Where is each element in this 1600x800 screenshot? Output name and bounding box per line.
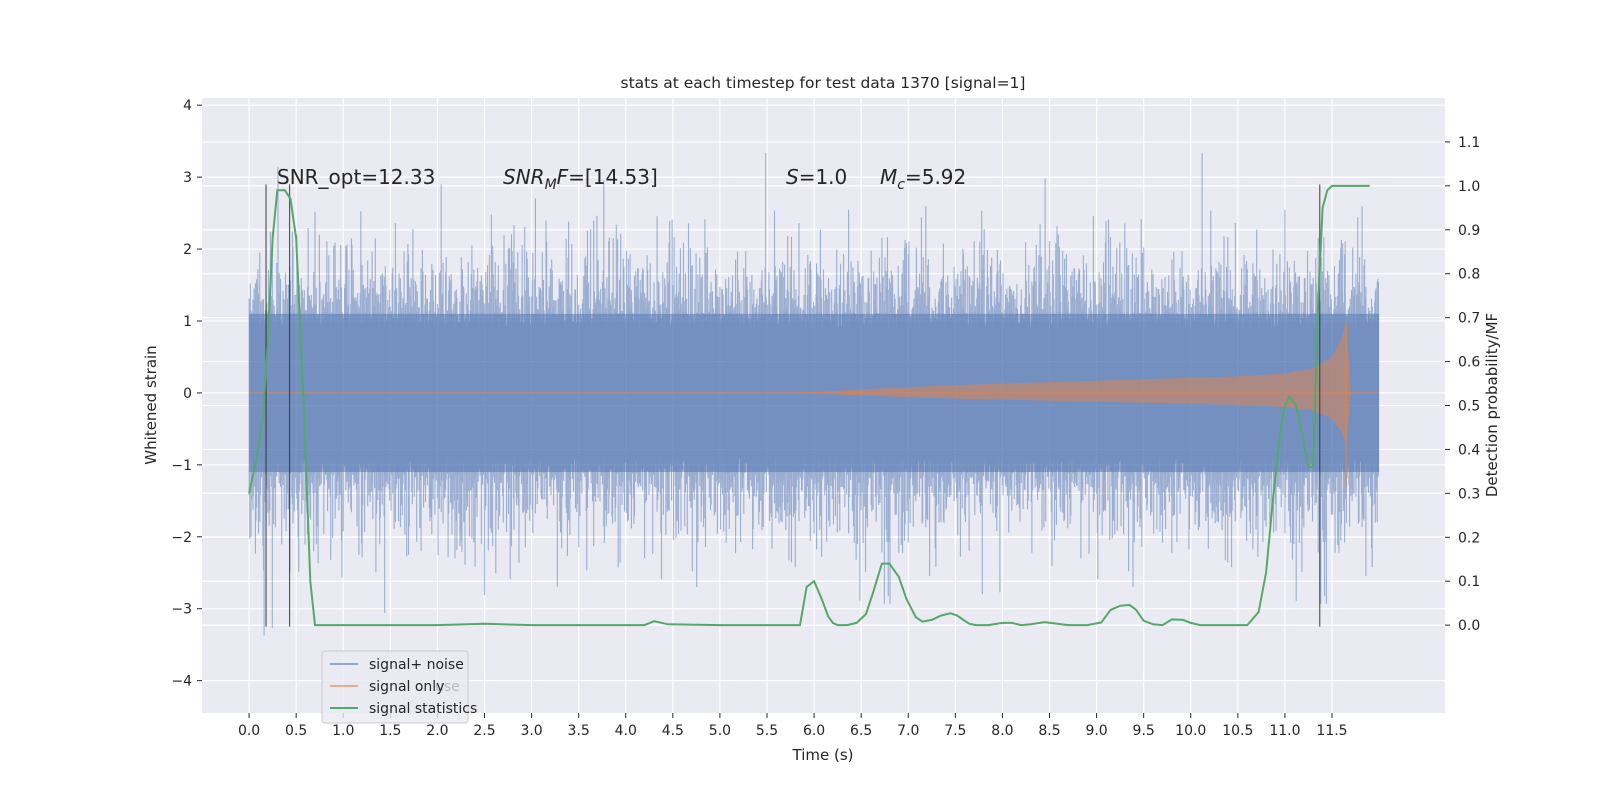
y-right-tick-label: 1.0 bbox=[1458, 179, 1480, 195]
x-axis-ticks: 0.0 0.5 1.0 1.5 2.0 2.5 3.0 3.5 4.0 4.5 5.0 5.5 6.0 6… bbox=[238, 713, 1348, 739]
annotation-snr-mf: SNRMF=[14.53] bbox=[503, 165, 658, 193]
x-tick-label: 9.0 bbox=[1085, 723, 1107, 739]
y-right-tick-label: 0.7 bbox=[1458, 311, 1480, 327]
series-signal-only bbox=[249, 320, 1380, 487]
x-tick-label: 8.0 bbox=[991, 723, 1013, 739]
y-right-tick-label: 0.2 bbox=[1458, 530, 1480, 546]
x-tick-label: 1.0 bbox=[332, 723, 354, 739]
annotation-s: S=1.0 bbox=[786, 165, 847, 189]
y-left-tick-label: −4 bbox=[171, 674, 192, 690]
snr-mf-tail-f: F bbox=[557, 165, 569, 189]
mc-sub: c bbox=[897, 177, 905, 193]
y-left-tick-label: 1 bbox=[183, 314, 192, 330]
y-right-tick-label: 0.3 bbox=[1458, 486, 1480, 502]
s-tail: =1.0 bbox=[799, 165, 848, 189]
series-signal-statistics bbox=[248, 184, 1370, 627]
legend-label-signal: signal only bbox=[369, 679, 444, 695]
mc-main: M bbox=[880, 165, 897, 189]
y-right-tick-label: 0.0 bbox=[1458, 618, 1480, 634]
x-tick-label: 8.5 bbox=[1038, 723, 1060, 739]
x-tick-label: 10.0 bbox=[1175, 723, 1206, 739]
legend-label-noise: signal+ noise bbox=[369, 657, 464, 673]
x-tick-label: 10.5 bbox=[1222, 723, 1253, 739]
signal-envelope bbox=[249, 321, 1351, 445]
x-tick-label: 6.0 bbox=[803, 723, 825, 739]
y-left-tick-label: −1 bbox=[171, 458, 192, 474]
y-right-tick-label: 0.1 bbox=[1458, 574, 1480, 590]
x-tick-label: 5.5 bbox=[756, 723, 778, 739]
y-left-tick-label: 3 bbox=[183, 170, 192, 186]
x-tick-label: 0.5 bbox=[285, 723, 307, 739]
y-left-tick-label: −2 bbox=[171, 530, 192, 546]
legend-box bbox=[321, 650, 469, 724]
legend-label-stats: signal statistics bbox=[369, 701, 477, 717]
y-left-tick-label: 4 bbox=[183, 98, 192, 114]
x-axis-label: Time (s) bbox=[792, 746, 854, 764]
mc-tail: =5.92 bbox=[905, 165, 966, 189]
x-tick-label: 7.0 bbox=[897, 723, 919, 739]
y-right-tick-label: 1.1 bbox=[1458, 135, 1480, 151]
legend-overlap-text: use bbox=[435, 679, 460, 695]
y-right-tick-label: 0.4 bbox=[1458, 442, 1480, 458]
snr-mf-main: SNR bbox=[503, 165, 545, 189]
y-right-tick-label: 0.8 bbox=[1458, 267, 1480, 283]
x-tick-label: 2.0 bbox=[426, 723, 448, 739]
legend: use signal+ noise signal only signal sta… bbox=[321, 650, 477, 724]
s-main: S bbox=[786, 165, 799, 189]
y-left-axis-label: Whitened strain bbox=[142, 345, 160, 464]
x-tick-label: 5.0 bbox=[709, 723, 731, 739]
y-left-axis-ticks: 4 3 2 1 0 −1 −2 −3 −4 bbox=[171, 98, 202, 690]
x-tick-label: 11.5 bbox=[1316, 723, 1347, 739]
y-left-tick-label: 2 bbox=[183, 242, 192, 258]
x-tick-label: 4.5 bbox=[662, 723, 684, 739]
y-left-tick-label: −3 bbox=[171, 602, 192, 618]
x-tick-label: 7.5 bbox=[944, 723, 966, 739]
y-right-axis-ticks: 1.1 1.0 0.9 0.8 0.7 0.6 0.5 0.4 0.3 0.2 0.1 0.0 bbox=[1445, 135, 1480, 634]
statistics-line bbox=[248, 184, 1370, 627]
x-tick-label: 0.0 bbox=[238, 723, 260, 739]
x-tick-label: 6.5 bbox=[850, 723, 872, 739]
annotation-mc: Mc=5.92 bbox=[880, 165, 966, 193]
x-tick-label: 2.5 bbox=[473, 723, 495, 739]
x-tick-label: 4.0 bbox=[615, 723, 637, 739]
y-right-axis-label: Detection probability/MF bbox=[1483, 313, 1501, 497]
x-tick-label: 1.5 bbox=[379, 723, 401, 739]
x-tick-label: 3.5 bbox=[568, 723, 590, 739]
x-tick-label: 3.0 bbox=[520, 723, 542, 739]
x-tick-label: 9.5 bbox=[1133, 723, 1155, 739]
y-right-tick-label: 0.5 bbox=[1458, 399, 1480, 415]
snr-mf-tail-rest: =[14.53] bbox=[568, 165, 658, 189]
x-tick-label: 11.0 bbox=[1269, 723, 1300, 739]
y-right-tick-label: 0.6 bbox=[1458, 355, 1480, 371]
annotation-snr-opt: SNR_opt=12.33 bbox=[277, 165, 435, 189]
y-left-tick-label: 0 bbox=[183, 386, 192, 402]
y-right-tick-label: 0.9 bbox=[1458, 223, 1480, 239]
snr-mf-sub: M bbox=[545, 177, 557, 193]
chart-title: stats at each timestep for test data 137… bbox=[621, 74, 1026, 92]
